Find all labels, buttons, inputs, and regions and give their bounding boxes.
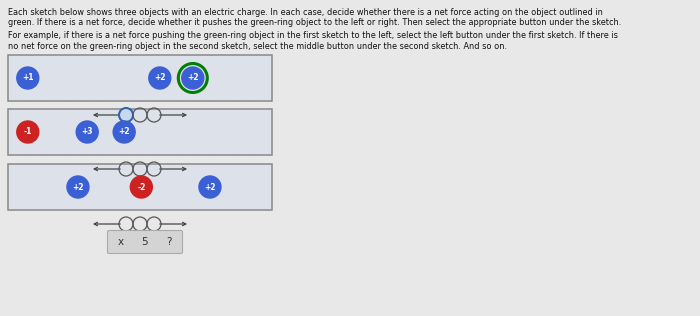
- FancyBboxPatch shape: [108, 230, 183, 253]
- Circle shape: [119, 108, 133, 122]
- Text: +2: +2: [154, 74, 165, 82]
- Text: +2: +2: [204, 183, 216, 191]
- Circle shape: [67, 176, 89, 198]
- Text: green. If there is a net force, decide whether it pushes the green-ring object t: green. If there is a net force, decide w…: [8, 18, 622, 27]
- Text: +2: +2: [118, 127, 130, 137]
- Circle shape: [199, 176, 221, 198]
- Bar: [8, 55, 272, 101]
- Text: +3: +3: [81, 127, 93, 137]
- Circle shape: [17, 121, 38, 143]
- Text: -2: -2: [137, 183, 146, 191]
- Bar: [8, 109, 272, 155]
- Text: For example, if there is a net force pushing the green-ring object in the first : For example, if there is a net force pus…: [8, 31, 618, 40]
- Text: Each sketch below shows three objects with an electric charge. In each case, dec: Each sketch below shows three objects wi…: [8, 8, 603, 17]
- Circle shape: [76, 121, 98, 143]
- Text: ?: ?: [167, 237, 172, 247]
- Circle shape: [130, 176, 153, 198]
- Circle shape: [113, 121, 135, 143]
- Text: -1: -1: [24, 127, 32, 137]
- Text: 5: 5: [141, 237, 148, 247]
- Bar: [8, 164, 272, 210]
- Circle shape: [17, 67, 38, 89]
- Text: +1: +1: [22, 74, 34, 82]
- Circle shape: [149, 67, 171, 89]
- Text: +2: +2: [187, 74, 199, 82]
- Text: +2: +2: [72, 183, 84, 191]
- Circle shape: [182, 67, 204, 89]
- Text: x: x: [118, 237, 124, 247]
- Text: no net force on the green-ring object in the second sketch, select the middle bu: no net force on the green-ring object in…: [8, 42, 507, 51]
